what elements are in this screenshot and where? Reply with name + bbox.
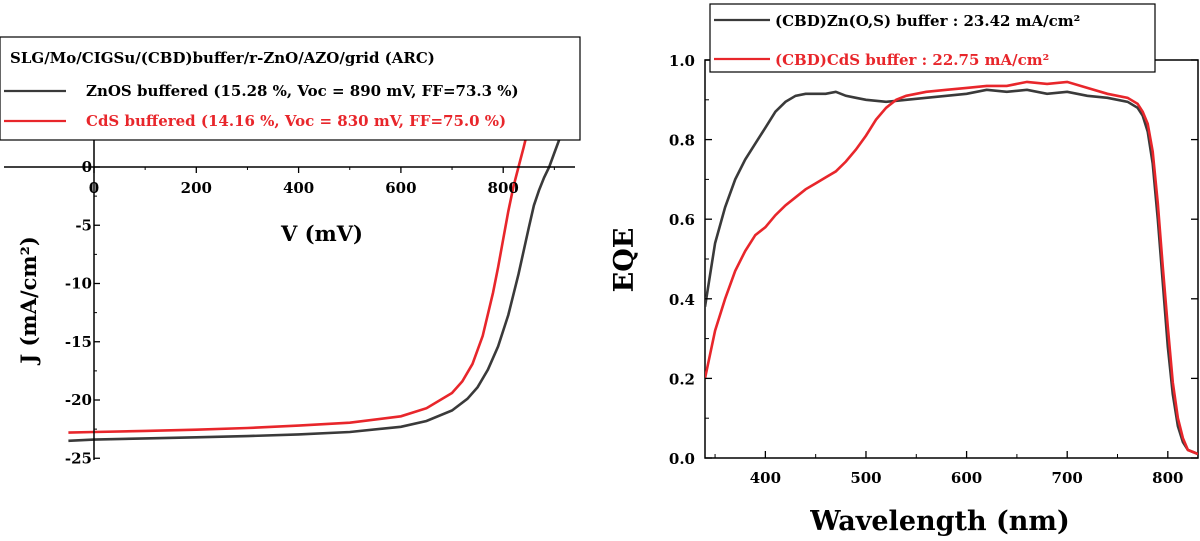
eqe-y-tick-label: 0.4 <box>669 291 695 309</box>
eqe-curves <box>705 80 1198 456</box>
jv-legend-label-cds: CdS buffered (14.16 %, Voc = 830 mV, FF=… <box>86 112 506 130</box>
eqe-legend-box <box>709 3 1156 73</box>
jv-series-line-0 <box>68 140 561 443</box>
eqe-x-tick-label: 600 <box>951 469 982 487</box>
eqe-y-axis-label: EQE <box>609 228 640 293</box>
jv-x-tick-label: 0 <box>89 179 99 197</box>
jv-y-tick-label: -10 <box>65 275 92 293</box>
eqe-x-tick-label: 400 <box>750 469 781 487</box>
jv-x-tick-label: 200 <box>181 179 212 197</box>
jv-y-tick-label: 0 <box>82 158 92 176</box>
jv-x-tick-label: 600 <box>385 179 416 197</box>
eqe-x-tick-label: 800 <box>1152 469 1183 487</box>
jv-y-tick-label: -20 <box>65 391 92 409</box>
eqe-y-tick-label: 0.0 <box>669 450 695 468</box>
jv-curves <box>68 140 561 443</box>
jv-chart: 0 200 400 600 800 0 -5 -10 -15 -20 -25 V (mV) J (m… <box>0 36 581 467</box>
jv-x-axis-label: V (mV) <box>280 221 363 246</box>
jv-legend-title: SLG/Mo/CIGSu/(CBD)buffer/r-ZnO/AZO/grid … <box>10 49 435 67</box>
eqe-plot-frame <box>704 59 1199 459</box>
eqe-legend-label-cds: (CBD)CdS buffer : 22.75 mA/cm² <box>775 51 1049 69</box>
eqe-x-axis-label: Wavelength (nm) <box>809 506 1070 537</box>
eqe-x-tick-label: 500 <box>850 469 881 487</box>
jv-y-tick-label: -15 <box>65 333 92 351</box>
jv-y-axis-label: J (mA/cm²) <box>16 236 41 366</box>
jv-legend-label-znos: ZnOS buffered (15.28 %, Voc = 890 mV, FF… <box>86 82 519 100</box>
jv-legend-box <box>0 36 581 141</box>
eqe-y-tick-label: 0.2 <box>669 370 695 388</box>
eqe-chart: 400 500 600 700 800 0.0 0.2 0.4 0.6 0.8 1.0 Wavele… <box>609 3 1199 537</box>
eqe-y-tick-label: 0.8 <box>669 132 695 150</box>
jv-x-tick-label: 400 <box>283 179 314 197</box>
eqe-x-tick-label: 700 <box>1052 469 1083 487</box>
jv-x-tick-label: 800 <box>488 179 519 197</box>
eqe-legend: (CBD)Zn(O,S) buffer : 23.42 mA/cm² (CBD)… <box>709 3 1156 73</box>
jv-series-line-1 <box>68 140 527 434</box>
jv-legend: SLG/Mo/CIGSu/(CBD)buffer/r-ZnO/AZO/grid … <box>0 36 581 141</box>
eqe-y-tick-label: 0.6 <box>669 211 695 229</box>
jv-axes: 0 200 400 600 800 0 -5 -10 -15 -20 -25 <box>4 140 575 467</box>
jv-y-tick-label: -25 <box>65 449 92 467</box>
eqe-series-line-1 <box>705 80 1198 456</box>
jv-y-tick-label: -5 <box>75 216 92 234</box>
eqe-series-line-0 <box>705 88 1198 456</box>
eqe-legend-label-znos: (CBD)Zn(O,S) buffer : 23.42 mA/cm² <box>775 12 1080 30</box>
eqe-y-tick-label: 1.0 <box>669 52 695 70</box>
eqe-axes: 400 500 600 700 800 0.0 0.2 0.4 0.6 0.8 1.0 <box>669 52 1198 487</box>
